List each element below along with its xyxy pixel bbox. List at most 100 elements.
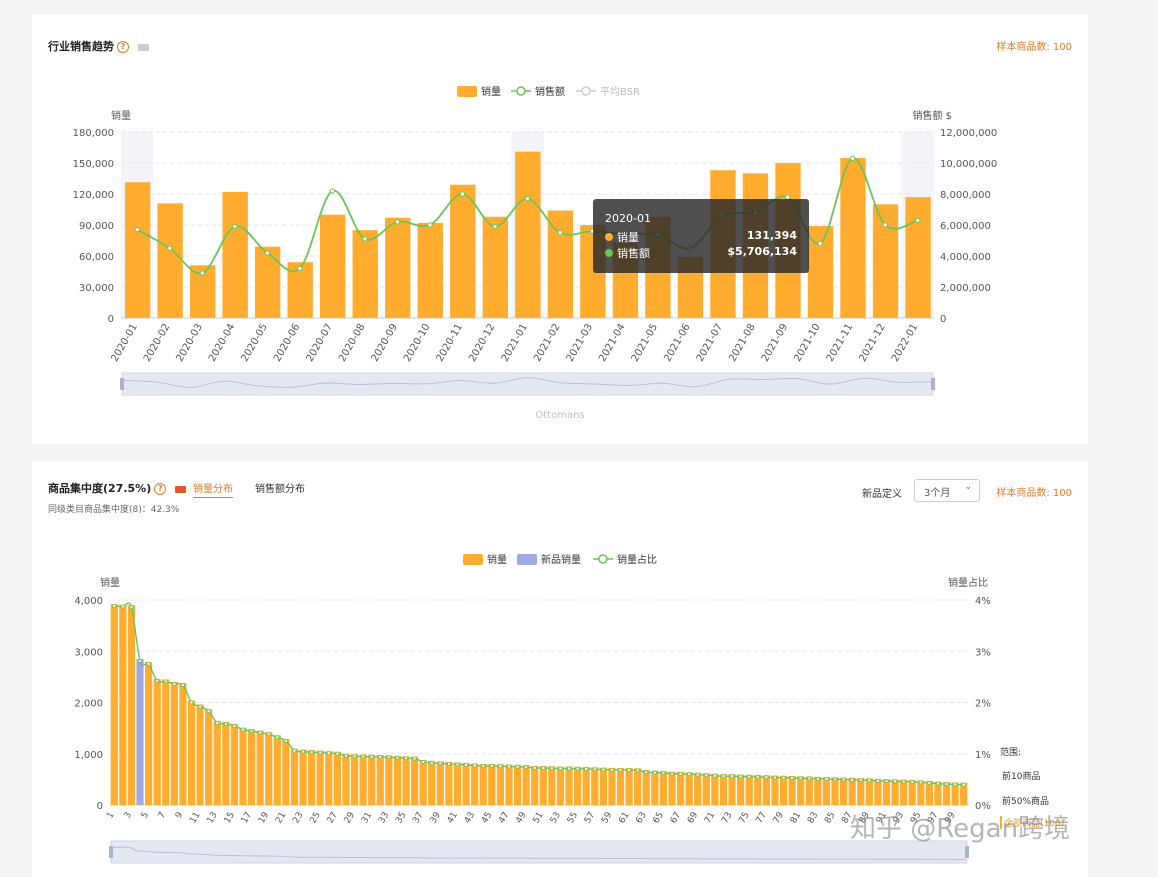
bar-rank-31 [368,754,376,805]
revenue-point-2020-05 [264,250,271,256]
share-point-67 [678,771,683,776]
bar-rank-21 [282,738,290,805]
tooltip-dot-orange [605,233,613,241]
bar-rank-48 [513,764,522,805]
bar-rank-94 [908,779,916,805]
x-tick-label: 91 [875,811,889,826]
range-top10[interactable]: 前10商品 [1002,772,1041,782]
legend-label-0: 销量 [487,553,507,566]
trend-sample-count: 样本商品数: 100 [996,42,1072,53]
share-point-57 [592,767,597,772]
video-icon[interactable] [137,43,149,51]
y-left-tick-label: 90,000 [79,221,114,232]
range-top50[interactable]: 前50%商品 [1002,797,1050,807]
x-tick-label: 45 [480,811,494,826]
bar-rank-89 [865,778,873,805]
x-tick-label: 2021-09 [760,322,790,364]
video-icon[interactable] [175,485,187,493]
x-tick-label: 47 [497,811,511,826]
share-point-47 [506,764,511,769]
bar-2020-10 [417,222,443,318]
x-tick-label: 87 [840,811,854,826]
tab-revenue-distribution[interactable]: 销售额分布 [255,484,305,495]
x-tick-label: 2021-12 [857,322,887,364]
bar-2022-01 [905,197,931,318]
share-point-94 [910,779,915,784]
legend-swatch-0 [463,554,483,565]
bar-rank-51 [539,766,547,805]
zoom-handle-left [109,846,113,858]
x-tick-label: 33 [377,811,391,826]
zoom-handle-left [120,378,124,390]
bar-rank-11 [196,704,204,805]
share-point-87 [850,777,855,782]
share-point-1 [112,604,117,609]
concentration-subtitle: 同级类目商品集中度(8)：42.3% [48,505,180,515]
help-icon[interactable]: ? [154,483,167,495]
share-point-54 [567,766,572,771]
x-tick-label: 77 [755,811,769,826]
share-point-98 [944,782,949,787]
share-point-89 [867,778,872,783]
bar-rank-83 [814,776,822,805]
x-tick-label: 11 [188,811,202,826]
y-right-tick-label: 0 [940,314,946,325]
revenue-point-2021-12 [882,222,888,228]
bar-rank-58 [599,767,607,805]
new-def-select[interactable]: 3个月 ⌄ [914,479,980,502]
legend-marker-1 [516,86,526,96]
share-point-72 [721,774,726,779]
share-point-19 [266,732,271,737]
x-tick-label: 13 [205,811,219,826]
bar-rank-26 [325,751,333,805]
revenue-point-2021-11 [850,155,856,162]
bar-rank-27 [333,751,341,805]
bar-2021-11 [840,157,866,318]
y-left-axis-title: 销量 [111,109,131,122]
share-point-82 [807,776,812,781]
share-point-20 [275,735,280,740]
bar-rank-5 [145,662,153,805]
tab-sales-distribution[interactable]: 销量分布 [193,480,233,498]
share-point-40 [446,761,451,766]
range-all[interactable]: 全部商品(100) [1000,816,1064,829]
x-tick-label: 2020-12 [467,322,497,364]
help-icon[interactable]: ? [117,41,129,53]
share-point-24 [309,750,314,755]
concentration-sample-count: 样本商品数: 100 [996,488,1072,499]
share-point-71 [712,773,717,778]
bar-rank-20 [273,735,281,805]
legend-label-1: 新品销量 [541,553,581,566]
share-point-76 [755,775,760,780]
revenue-point-2020-03 [199,270,206,276]
share-point-69 [695,772,700,777]
y-right-tick-label: 10,000,000 [940,159,997,170]
share-point-16 [240,727,245,732]
share-point-27 [335,751,340,756]
y-left-tick-label: 1,000 [74,750,103,761]
share-point-85 [833,777,838,782]
bar-rank-95 [917,780,925,805]
tooltip-row2-label: 销售额 [617,247,650,260]
share-point-30 [361,754,366,759]
share-point-64 [652,770,657,775]
y-right-tick-label: 2,000,000 [940,283,991,294]
bar-rank-99 [951,782,959,805]
share-point-48 [515,764,520,769]
x-tick-label: 97 [926,811,940,826]
bar-rank-82 [805,776,813,805]
x-tick-label: 63 [634,811,648,826]
revenue-point-2020-04 [232,223,238,230]
tooltip-row1-value: 131,394 [746,229,797,242]
bar-rank-18 [256,730,264,805]
x-tick-label: 2020-03 [174,322,204,364]
x-tick-label: 73 [720,811,734,826]
chart-tooltip: 2020-01 销量 131,394 销售额 $5,706,134 [593,199,809,273]
share-point-14 [223,721,228,726]
share-point-60 [618,768,623,773]
y-left-tick-label: 0 [108,314,114,325]
share-point-22 [292,748,297,753]
share-point-90 [875,778,880,783]
bar-rank-30 [359,754,367,805]
share-point-5 [146,662,151,667]
